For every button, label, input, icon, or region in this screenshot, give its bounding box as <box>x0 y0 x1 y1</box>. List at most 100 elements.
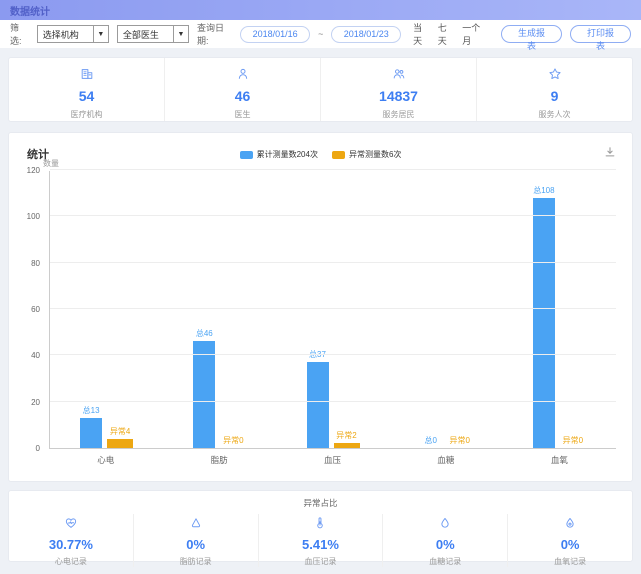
x-axis-labels: 心电 脂肪 血压 血糖 血氧 <box>49 454 616 466</box>
print-report-button[interactable]: 打印报表 <box>569 25 631 51</box>
filter-label: 筛选: <box>10 23 22 46</box>
stat-label: 服务居民 <box>382 110 415 119</box>
abnormal-bar-label: 异常0 <box>562 436 584 445</box>
stat-value: 9 <box>550 88 559 104</box>
x-axis-label: 脂肪 <box>210 455 228 465</box>
stat-value: 14837 <box>379 88 418 104</box>
total-bar-label: 总0 <box>424 436 437 445</box>
bar-group: 总13 异常4 <box>50 171 163 448</box>
y-tick-label: 20 <box>31 397 40 407</box>
doctor-icon <box>236 68 250 85</box>
abnormal-value: 0% <box>186 537 206 552</box>
y-tick-label: 60 <box>31 305 40 314</box>
x-axis-label: 血压 <box>324 455 342 465</box>
abnormal-cell-fat: 0% 脂肪记录 <box>132 514 258 567</box>
date-from-input[interactable]: 2018/01/16 <box>240 25 311 43</box>
y-axis-name: 数量 <box>43 159 59 168</box>
generate-report-button[interactable]: 生成报表 <box>500 25 562 51</box>
stat-institutions: 54 医疗机构 <box>9 58 164 121</box>
chart-legend: 累计测量数204次 异常测量数6次 <box>9 149 632 160</box>
filter-bar: 筛选: 选择机构 ▼ 全部医生 ▼ 查询日期: 2018/01/16 ~ 201… <box>0 20 641 51</box>
abnormal-cell-ecg: 30.77% 心电记录 <box>9 514 133 567</box>
residents-icon <box>392 68 406 85</box>
y-tick-label: 40 <box>31 351 40 361</box>
gridline <box>50 400 616 402</box>
plot-area: 总13 异常4 总46 异常0 总37 异常2 总0 异常0 总108 异常0 <box>49 169 616 449</box>
fat-icon <box>189 517 203 534</box>
quick-range-seven-days[interactable]: 七天 <box>437 23 447 46</box>
abnormal-label: 血糖记录 <box>429 557 462 566</box>
stat-value: 46 <box>234 88 251 104</box>
gridline <box>50 308 616 309</box>
org-select-value: 选择机构 <box>42 29 79 40</box>
blood-drop-icon <box>438 517 452 534</box>
abnormal-card: 异常占比 30.77% 心电记录 0% 脂肪记录 5.41% 血压记录 <box>8 490 633 567</box>
abnormal-title: 异常占比 <box>303 498 338 508</box>
quick-range-one-month[interactable]: 一个月 <box>462 23 481 46</box>
doctor-select-value: 全部医生 <box>122 29 159 40</box>
bar-group: 总37 异常2 <box>276 171 389 448</box>
total-bar-label: 总46 <box>195 329 213 339</box>
chart-title: 统计 <box>27 149 49 161</box>
abnormal-bar-label: 异常4 <box>109 426 131 436</box>
gridline <box>50 354 616 356</box>
total-bar-label: 总108 <box>533 185 555 195</box>
date-to-value: 2018/01/23 <box>343 29 389 39</box>
heart-icon <box>64 517 78 534</box>
y-tick-label: 100 <box>26 212 40 222</box>
date-label: 查询日期: <box>196 23 224 46</box>
doctor-select[interactable]: 全部医生 ▼ <box>116 25 189 43</box>
total-bar-label: 总13 <box>82 405 100 415</box>
legend-item-total[interactable]: 累计测量数204次 <box>239 149 318 160</box>
date-to-input[interactable]: 2018/01/23 <box>331 25 402 43</box>
save-image-download-icon[interactable] <box>604 145 616 163</box>
chevron-down-icon: ▼ <box>92 26 108 42</box>
gridline <box>50 169 616 170</box>
abnormal-cell-blood-oxygen: 0% 血氧记录 <box>507 514 632 567</box>
abnormal-label: 血压记录 <box>304 557 337 566</box>
abnormal-bar-label: 异常0 <box>449 436 470 445</box>
abnormal-label: 心电记录 <box>54 557 87 566</box>
hospital-icon <box>80 68 94 85</box>
y-tick-label: 120 <box>26 166 40 175</box>
abnormal-label: 脂肪记录 <box>179 557 212 566</box>
abnormal-cells: 30.77% 心电记录 0% 脂肪记录 5.41% 血压记录 0% 血糖记录 <box>9 514 632 567</box>
thermometer-icon <box>313 517 327 534</box>
stat-label: 服务人次 <box>538 110 571 119</box>
x-axis-label: 血氧 <box>550 455 568 465</box>
stat-label: 医疗机构 <box>70 110 103 119</box>
page-title: 数据统计 <box>10 6 50 18</box>
app-header: 数据统计 <box>0 0 641 20</box>
x-axis-label: 血糖 <box>437 455 455 465</box>
quick-range-today[interactable]: 当天 <box>413 23 423 46</box>
legend-label: 累计测量数204次 <box>256 150 318 159</box>
abnormal-label: 血氧记录 <box>554 557 587 566</box>
abnormal-bar: 异常2 <box>333 431 360 448</box>
oxygen-drop-icon <box>563 517 577 534</box>
abnormal-value: 5.41% <box>302 537 339 552</box>
abnormal-bar-label: 异常0 <box>223 436 244 445</box>
y-axis-ticks: 0 20 40 60 80 100 120 <box>9 166 45 453</box>
stat-residents: 14837 服务居民 <box>320 58 476 121</box>
stats-card: 54 医疗机构 46 医生 14837 服务居民 9 服务人次 <box>8 57 633 122</box>
legend-label: 异常测量数6次 <box>348 150 402 159</box>
chart-card: 统计 累计测量数204次 异常测量数6次 数量 0 20 40 60 80 100 120 … <box>8 132 633 482</box>
bar-group: 总108 异常0 <box>503 171 616 448</box>
y-tick-label: 0 <box>35 444 40 453</box>
y-tick-label: 80 <box>31 258 40 268</box>
total-bar: 总108 <box>532 186 555 448</box>
legend-swatch-total <box>239 150 253 159</box>
abnormal-value: 0% <box>435 537 455 552</box>
abnormal-value: 0% <box>560 537 580 552</box>
stat-doctors: 46 医生 <box>164 58 320 121</box>
gridline <box>50 261 616 263</box>
abnormal-cell-blood-pressure: 5.41% 血压记录 <box>257 514 383 567</box>
star-icon <box>548 68 562 85</box>
org-select[interactable]: 选择机构 ▼ <box>36 25 109 43</box>
legend-item-abnormal[interactable]: 异常测量数6次 <box>331 149 402 160</box>
chevron-down-icon: ▼ <box>172 26 188 42</box>
total-bar: 总13 <box>80 406 103 448</box>
legend-swatch-abnormal <box>331 150 345 159</box>
bar-groups: 总13 异常4 总46 异常0 总37 异常2 总0 异常0 总108 异常0 <box>50 171 616 448</box>
date-separator: ~ <box>318 29 324 39</box>
